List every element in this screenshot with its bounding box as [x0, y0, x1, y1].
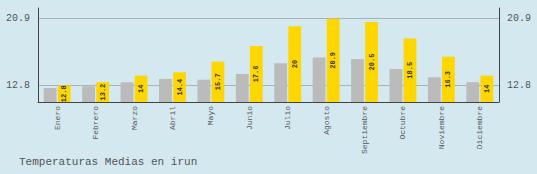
svg-text:20.9: 20.9 [329, 52, 337, 69]
svg-text:14: 14 [137, 85, 145, 93]
svg-text:Octubre: Octubre [398, 106, 407, 140]
svg-text:20.9: 20.9 [507, 13, 531, 24]
svg-text:18.5: 18.5 [406, 62, 414, 79]
svg-text:Septiembre: Septiembre [360, 106, 369, 154]
svg-text:Febrero: Febrero [91, 106, 100, 140]
svg-text:12.8: 12.8 [6, 80, 30, 91]
svg-text:Noviembre: Noviembre [437, 106, 446, 149]
svg-text:16.3: 16.3 [444, 71, 452, 88]
svg-text:20.9: 20.9 [6, 13, 30, 24]
svg-text:15.7: 15.7 [214, 73, 222, 90]
svg-text:14: 14 [483, 85, 491, 93]
svg-text:20.5: 20.5 [368, 54, 376, 71]
svg-text:17.6: 17.6 [252, 66, 260, 83]
svg-text:Abril: Abril [168, 106, 177, 130]
svg-text:Temperaturas Medias en irun: Temperaturas Medias en irun [19, 156, 197, 168]
svg-text:Marzo: Marzo [130, 106, 139, 130]
svg-text:20: 20 [291, 60, 299, 68]
svg-text:Diciembre: Diciembre [475, 106, 484, 149]
svg-text:14.4: 14.4 [176, 79, 184, 96]
svg-text:Junio: Junio [245, 106, 254, 130]
svg-text:Julio: Julio [283, 106, 292, 130]
svg-text:13.2: 13.2 [99, 84, 107, 101]
svg-text:12.8: 12.8 [507, 80, 531, 91]
svg-text:Enero: Enero [53, 106, 62, 130]
svg-text:Mayo: Mayo [206, 106, 215, 125]
svg-text:Agosto: Agosto [322, 106, 331, 135]
svg-text:12.8: 12.8 [60, 85, 68, 102]
